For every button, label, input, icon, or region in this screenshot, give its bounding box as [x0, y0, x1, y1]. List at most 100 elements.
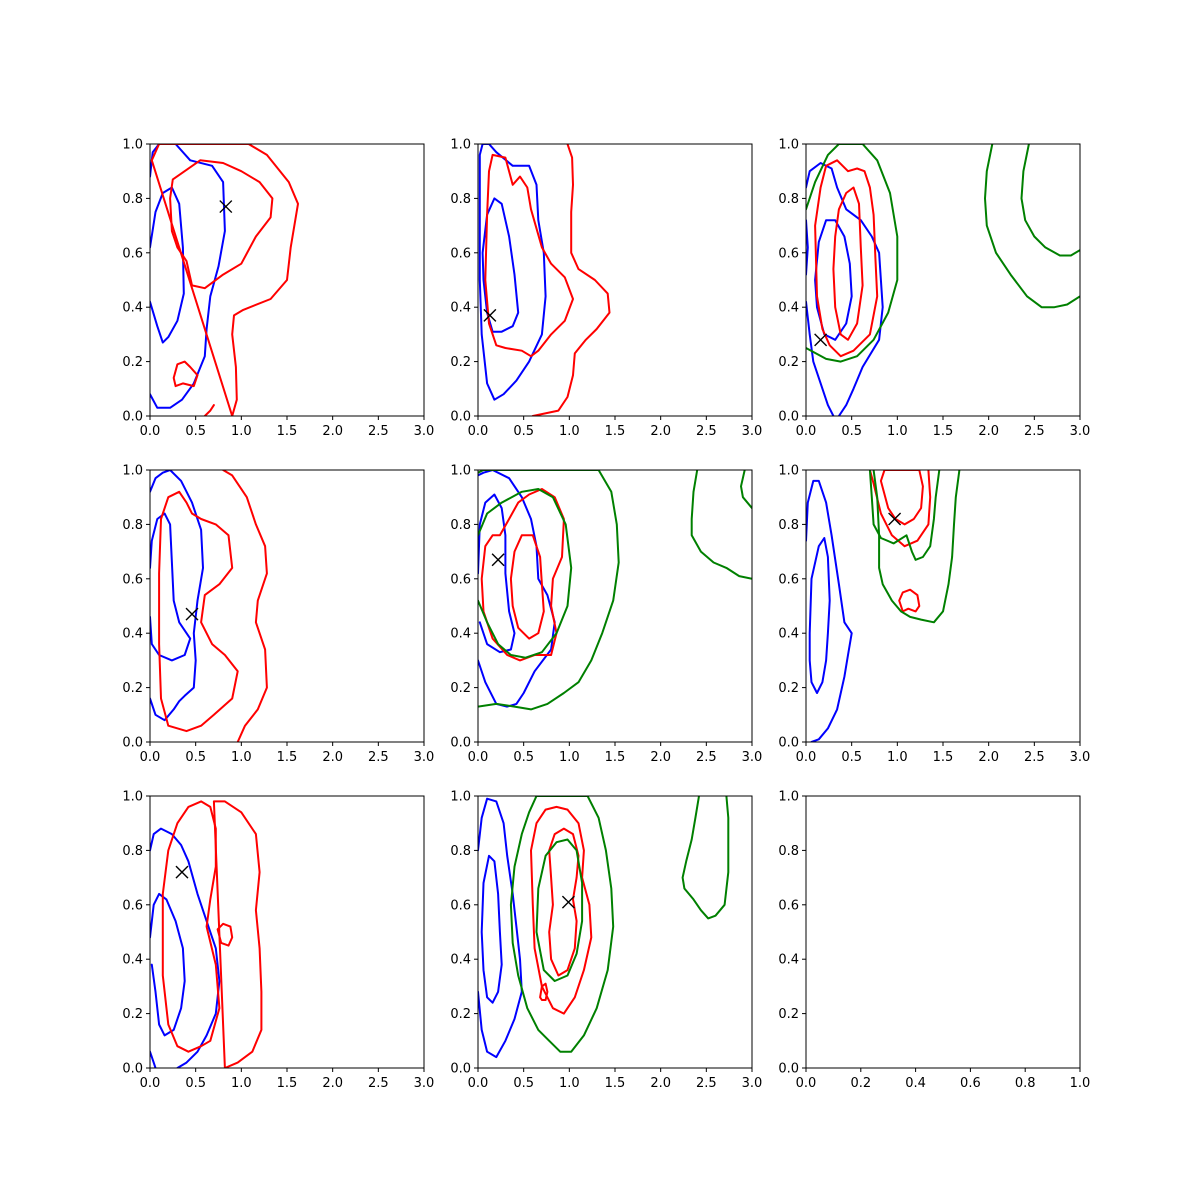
x-tick-label: 2.0	[978, 750, 999, 765]
blue-contour-line	[478, 797, 523, 1059]
y-tick-label: 0.4	[122, 953, 143, 968]
x-tick-label: 0.5	[185, 1076, 206, 1091]
y-tick-label: 0.0	[450, 736, 471, 751]
green-contour-line	[984, 144, 1080, 309]
x-tick-label: 1.5	[933, 750, 954, 765]
x-tick-label: 1.5	[933, 424, 954, 439]
x-tick-label: 0.0	[140, 750, 161, 765]
y-tick-label: 0.8	[778, 844, 799, 859]
x-tick-label: 0.5	[513, 1076, 534, 1091]
y-tick-label: 0.8	[450, 192, 471, 207]
y-tick-label: 0.6	[122, 246, 143, 261]
contour-group	[478, 796, 730, 1059]
x-tick-label: 0.8	[1015, 1076, 1036, 1091]
x-tick-label: 1.5	[605, 424, 626, 439]
x-marker	[561, 895, 575, 909]
x-marker	[219, 200, 233, 214]
y-tick-label: 0.0	[122, 736, 143, 751]
blue-contour-line	[150, 892, 186, 1037]
x-tick-label: 0.0	[796, 750, 817, 765]
green-contour-line	[868, 470, 941, 561]
red-contour-line	[216, 922, 234, 947]
x-tick-label: 1.0	[231, 750, 252, 765]
red-contour-line	[484, 153, 574, 358]
y-tick-label: 1.0	[778, 790, 799, 805]
x-tick-label: 2.0	[650, 424, 671, 439]
y-tick-label: 0.6	[778, 572, 799, 587]
x-tick-label: 3.0	[414, 424, 435, 439]
y-tick-label: 0.4	[450, 301, 471, 316]
x-tick-label: 2.5	[1024, 424, 1045, 439]
y-tick-label: 0.2	[778, 681, 799, 696]
x-tick-label: 1.5	[277, 1076, 298, 1091]
x-marker	[185, 607, 199, 621]
subplot-8: 0.0 0.5 1.0 1.5 2.0 2.5 3.0 0.0 0.2 0.4 0.6 0.8 1.0	[450, 790, 762, 1092]
y-tick-label: 1.0	[450, 464, 471, 479]
subplot-5: 0.0 0.5 1.0 1.5 2.0 2.5 3.0 0.0 0.2 0.4 0.6 0.8 1.0	[450, 464, 762, 766]
x-tick-label: 2.5	[1024, 750, 1045, 765]
green-contour-line	[535, 838, 584, 982]
plot-area	[150, 796, 424, 1068]
x-tick-label: 1.0	[559, 1076, 580, 1091]
subplot-2: 0.0 0.5 1.0 1.5 2.0 2.5 3.0 0.0 0.2 0.4 0.6 0.8 1.0	[450, 138, 762, 440]
y-tick-label: 0.4	[778, 627, 799, 642]
y-tick-label: 0.0	[450, 410, 471, 425]
y-tick-label: 0.8	[450, 844, 471, 859]
y-tick-label: 0.2	[122, 355, 143, 370]
red-contour-line	[222, 470, 268, 742]
subplot-4: 0.0 0.5 1.0 1.5 2.0 2.5 3.0 0.0 0.2 0.4 0.6 0.8 1.0	[122, 464, 434, 766]
x-tick-label: 0.0	[468, 424, 489, 439]
subplot-6: 0.0 0.5 1.0 1.5 2.0 2.5 3.0 0.0 0.2 0.4 0.6 0.8 1.0	[778, 464, 1090, 766]
contour-group	[478, 470, 752, 711]
x-tick-label: 3.0	[414, 750, 435, 765]
x-tick-label: 2.0	[978, 424, 999, 439]
blue-contour-line	[478, 493, 516, 654]
subplot-9: 0.0 0.2 0.4 0.6 0.8 1.0 0.0 0.2 0.4 0.6 0.8 1.0	[778, 790, 1090, 1092]
blue-contour-line	[150, 512, 192, 662]
y-tick-label: 0.2	[778, 355, 799, 370]
red-contour-line	[814, 159, 879, 358]
y-tick-label: 0.0	[122, 1062, 143, 1077]
green-contour-line	[509, 796, 615, 1053]
x-tick-label: 0.2	[850, 1076, 871, 1091]
green-contour-line	[1020, 144, 1080, 257]
x-tick-label: 3.0	[742, 424, 763, 439]
y-tick-label: 0.4	[778, 301, 799, 316]
y-tick-label: 0.0	[122, 410, 143, 425]
x-marker	[483, 308, 497, 322]
red-contour-line	[898, 588, 921, 613]
x-tick-label: 1.0	[231, 424, 252, 439]
x-tick-label: 2.0	[322, 424, 343, 439]
x-tick-label: 0.0	[796, 1076, 817, 1091]
y-tick-label: 0.0	[450, 1062, 471, 1077]
y-tick-label: 0.4	[450, 627, 471, 642]
y-tick-label: 0.0	[778, 736, 799, 751]
green-contour-line	[478, 470, 620, 711]
contour-group	[806, 470, 961, 742]
x-tick-label: 2.5	[696, 1076, 717, 1091]
x-tick-label: 2.5	[368, 1076, 389, 1091]
y-tick-label: 0.6	[450, 572, 471, 587]
subplot-1: 0.0 0.5 1.0 1.5 2.0 2.5 3.0 0.0 0.2 0.4 0.6 0.8 1.0	[122, 138, 434, 440]
blue-contour-line	[150, 144, 226, 409]
contour-group	[150, 800, 263, 1068]
y-tick-label: 0.0	[778, 1062, 799, 1077]
y-tick-label: 0.2	[450, 355, 471, 370]
x-tick-label: 0.0	[140, 1076, 161, 1091]
y-tick-label: 0.0	[778, 410, 799, 425]
red-contour-line	[480, 488, 565, 662]
blue-contour-line	[806, 219, 809, 276]
x-marker	[888, 512, 902, 526]
contour-group	[806, 144, 1080, 416]
y-tick-label: 1.0	[122, 138, 143, 153]
green-contour-line	[681, 796, 730, 920]
x-tick-label: 0.5	[841, 750, 862, 765]
blue-contour-line	[150, 186, 185, 344]
x-tick-label: 1.5	[605, 750, 626, 765]
subplot-3: 0.0 0.5 1.0 1.5 2.0 2.5 3.0 0.0 0.2 0.4 0.6 0.8 1.0	[778, 138, 1090, 440]
y-tick-label: 0.8	[122, 518, 143, 533]
x-tick-label: 3.0	[742, 750, 763, 765]
green-contour-line	[872, 470, 961, 624]
x-tick-label: 1.0	[559, 424, 580, 439]
